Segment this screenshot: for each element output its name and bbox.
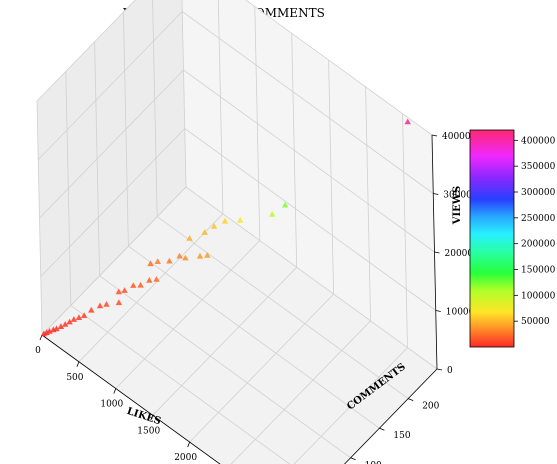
y-tick-mark xyxy=(379,427,385,431)
axes-panes xyxy=(37,0,437,464)
data-point xyxy=(147,260,154,267)
z-tick-mark xyxy=(433,193,439,195)
data-point xyxy=(103,301,110,307)
colorbar-tick-label: 150000 xyxy=(521,266,556,276)
data-point xyxy=(40,330,48,337)
z-tick-label: 100000 xyxy=(446,308,481,318)
data-point xyxy=(70,316,78,322)
data-points xyxy=(40,118,411,337)
colorbar-tick-label: 300000 xyxy=(521,188,556,198)
colorbar-tick-label: 200000 xyxy=(521,240,556,250)
x-tick-mark xyxy=(113,388,117,394)
left-pane xyxy=(37,0,186,335)
tick-labels: 0500100015002000250030000501001502000100… xyxy=(35,132,480,464)
z-tick-mark xyxy=(436,368,443,371)
y-tick-mark xyxy=(350,457,356,461)
data-point xyxy=(137,281,144,288)
colorbar-fill xyxy=(469,129,515,348)
colorbar-ticks: 50000 100000 150000 200000 250000 300000 35000… xyxy=(514,136,556,327)
colorbar-tick-label: 100000 xyxy=(521,291,556,301)
data-point xyxy=(146,276,153,283)
z-tick-label: 300000 xyxy=(443,191,478,201)
data-point xyxy=(204,251,211,258)
data-point xyxy=(269,211,276,217)
data-point xyxy=(62,321,69,327)
data-point xyxy=(50,326,57,333)
undefined xyxy=(36,0,433,136)
data-point xyxy=(57,323,65,329)
data-point xyxy=(221,217,229,224)
x-tick-label: 0 xyxy=(35,346,41,356)
data-point xyxy=(153,276,160,282)
z-tick-mark xyxy=(431,134,438,137)
data-point xyxy=(196,252,204,259)
undefined xyxy=(38,10,434,194)
x-tick-label: 500 xyxy=(66,373,83,383)
y-tick-label: 150 xyxy=(393,431,410,441)
data-point xyxy=(115,288,122,295)
data-point xyxy=(201,229,208,235)
data-point xyxy=(80,312,88,318)
data-point xyxy=(237,217,244,223)
colorbar: 50000 100000 150000 200000 250000 300000 35000… xyxy=(469,129,556,348)
colorbar-tick-label: 50000 xyxy=(521,317,550,327)
data-point xyxy=(154,258,161,264)
undefined xyxy=(40,127,437,311)
data-point xyxy=(66,318,73,325)
y-axis-line xyxy=(344,368,438,464)
data-point xyxy=(121,287,128,293)
colorbar-tick-label: 400000 xyxy=(521,136,556,146)
x-tick-label: 2000 xyxy=(174,453,197,463)
y-tick-mark xyxy=(408,398,414,401)
data-point xyxy=(75,314,83,320)
y-tick-label: 200 xyxy=(422,402,439,412)
data-point xyxy=(176,252,183,259)
z-tick-mark xyxy=(434,251,440,254)
data-point xyxy=(186,235,193,241)
x-tick-mark xyxy=(187,441,191,448)
x-tick-label: 1500 xyxy=(137,426,160,436)
back-pane xyxy=(182,0,437,369)
data-point xyxy=(88,306,95,313)
data-point xyxy=(130,282,137,288)
floor-pane xyxy=(42,187,437,464)
colorbar-tick-label: 350000 xyxy=(521,162,556,172)
z-axis-label: VIEWS xyxy=(452,186,463,226)
z-tick-label: 0 xyxy=(447,366,453,376)
data-point xyxy=(96,302,104,309)
z-tick-label: 200000 xyxy=(445,249,480,259)
y-tick-label: 100 xyxy=(365,461,382,464)
z-tick-label: 400000 xyxy=(442,132,477,142)
x-tick-mark xyxy=(76,361,80,367)
undefined xyxy=(41,186,438,370)
undefined xyxy=(39,69,435,253)
data-point xyxy=(210,223,218,229)
data-point xyxy=(404,118,411,125)
x-tick-label: 1000 xyxy=(100,400,123,410)
data-point xyxy=(166,257,173,264)
data-point xyxy=(115,299,123,306)
colorbar-tick-label: 250000 xyxy=(521,214,556,224)
data-point xyxy=(281,201,289,208)
x-tick-mark xyxy=(150,415,154,421)
z-tick-mark xyxy=(435,310,441,312)
data-point xyxy=(182,254,189,261)
x-axis-line xyxy=(41,334,221,464)
